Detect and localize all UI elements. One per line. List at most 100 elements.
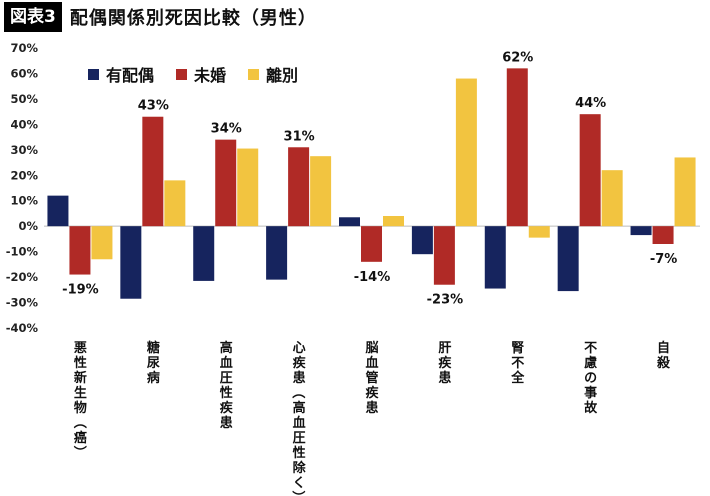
bar-married xyxy=(193,226,215,281)
category-label-char: 不 xyxy=(584,341,597,356)
bar-divorced xyxy=(164,180,186,227)
category-label-char: 慮 xyxy=(584,355,597,371)
category-label-char: 不 xyxy=(511,356,524,371)
category-label-char: 心 xyxy=(293,341,306,356)
bar-unmarried xyxy=(142,116,164,227)
y-tick-label: -40% xyxy=(6,321,39,335)
bar-divorced xyxy=(601,170,623,227)
category-label-char: 新 xyxy=(74,370,87,386)
category-label-char: 圧 xyxy=(220,371,233,386)
y-tick-label: 0% xyxy=(18,219,38,233)
category-label-char: 病 xyxy=(147,370,160,386)
category-label-char: 疾 xyxy=(365,385,379,401)
data-label: -23% xyxy=(427,293,464,308)
category-label-char: （ xyxy=(290,385,306,398)
category-label-char: 患 xyxy=(438,370,451,386)
y-tick-label: 30% xyxy=(10,143,38,157)
header: 図表3 配偶関係別死因比較（男性） xyxy=(0,0,710,34)
category-label-char: 性 xyxy=(74,355,87,371)
bar-unmarried xyxy=(69,226,91,275)
bar-married xyxy=(339,217,360,227)
category-label-char: 殺 xyxy=(656,355,671,371)
category-label-char: 自 xyxy=(657,340,670,356)
bar-divorced xyxy=(237,148,259,227)
data-label: -14% xyxy=(354,270,391,285)
category-label-char: 性 xyxy=(220,385,233,401)
bar-married xyxy=(557,226,579,292)
category-label-char: 高 xyxy=(293,400,306,416)
category-label-char: の xyxy=(584,371,597,386)
bar-divorced xyxy=(528,226,550,238)
y-tick-label: 70% xyxy=(10,41,38,55)
category-label-char: 腎 xyxy=(511,341,524,356)
data-label: 44% xyxy=(575,96,606,111)
legend-swatch-married xyxy=(88,68,99,80)
legend-item-married: 有配偶 xyxy=(88,62,154,86)
category-label-char: ） xyxy=(71,445,87,458)
category-label-char: 脳 xyxy=(365,341,378,356)
category-label-char: 性 xyxy=(293,445,306,461)
category-label-char: （ xyxy=(71,415,87,428)
bar-divorced xyxy=(91,226,113,260)
y-tick-label: -20% xyxy=(6,270,39,284)
bar-married xyxy=(47,195,69,227)
data-label: -19% xyxy=(62,283,99,298)
category-label-char: 患 xyxy=(293,370,306,386)
category-label-char: 疾 xyxy=(220,400,234,416)
category-label-char: 疾 xyxy=(293,355,307,371)
figure-badge: 図表3 xyxy=(4,2,62,32)
category-label-char: 癌 xyxy=(74,430,87,446)
bar-divorced xyxy=(310,156,332,227)
legend-swatch-divorced xyxy=(248,68,260,80)
bar-divorced xyxy=(455,78,477,227)
category-label-char: 物 xyxy=(74,400,87,416)
y-tick-label: 60% xyxy=(10,66,38,80)
category-label-char: 糖 xyxy=(147,340,160,356)
bar-unmarried xyxy=(506,68,528,227)
category-label-char: 事 xyxy=(584,385,597,401)
chart-title: 配偶関係別死因比較（男性） xyxy=(69,8,317,29)
data-label: -7% xyxy=(650,252,677,267)
category-label-char: 悪 xyxy=(74,341,87,356)
legend-label-unmarried: 未婚 xyxy=(194,66,227,85)
bar-married xyxy=(630,226,652,236)
data-label: 34% xyxy=(211,122,242,137)
data-label: 62% xyxy=(502,50,533,65)
legend-swatch-unmarried xyxy=(176,68,188,80)
category-label-char: 患 xyxy=(365,400,378,416)
category-label-char: 生 xyxy=(74,385,87,401)
category-label-char: 高 xyxy=(220,340,233,356)
bar-married xyxy=(484,226,506,289)
category-label-char: く xyxy=(293,476,306,491)
bar-married xyxy=(411,226,433,255)
data-label: 43% xyxy=(138,99,169,114)
category-label-char: 患 xyxy=(220,415,233,431)
bar-unmarried xyxy=(433,226,455,285)
category-label-char: ） xyxy=(290,490,306,496)
bar-unmarried xyxy=(215,139,237,227)
y-tick-label: 10% xyxy=(10,194,38,208)
category-label-char: 圧 xyxy=(293,431,306,446)
bar-divorced xyxy=(383,216,404,227)
category-label-char: 血 xyxy=(220,355,233,371)
category-label-char: 血 xyxy=(293,415,306,431)
bar-unmarried xyxy=(361,226,382,262)
category-label-char: 管 xyxy=(365,370,378,386)
bar-divorced xyxy=(674,157,696,227)
bar-married xyxy=(120,226,142,299)
category-label-char: 疾 xyxy=(438,355,452,371)
y-tick-label: 20% xyxy=(10,168,38,182)
category-label-char: 除 xyxy=(293,460,307,476)
category-label-char: 肝 xyxy=(438,341,451,356)
category-label-char: 故 xyxy=(584,400,598,416)
legend-label-divorced: 離別 xyxy=(266,66,299,85)
category-label-char: 尿 xyxy=(147,356,160,371)
y-tick-label: -10% xyxy=(6,245,39,259)
bar-unmarried xyxy=(579,114,601,227)
category-label-char: 血 xyxy=(365,355,378,371)
y-tick-label: 40% xyxy=(10,117,38,131)
bar-unmarried xyxy=(288,147,310,227)
data-label: 31% xyxy=(284,129,315,144)
y-tick-label: -30% xyxy=(6,296,39,310)
